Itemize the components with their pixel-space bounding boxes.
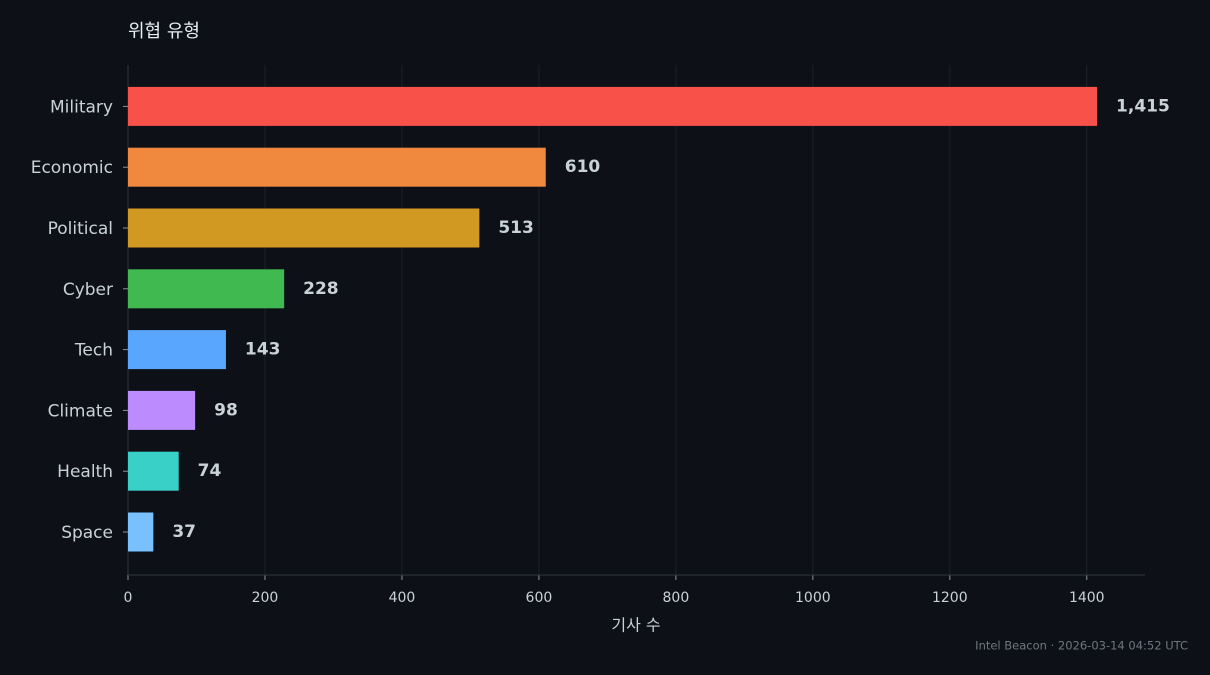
y-tick-label: Political [48, 219, 113, 239]
y-tick-label: Cyber [63, 280, 113, 300]
x-tick-label: 1400 [1069, 590, 1105, 606]
bar [128, 330, 226, 370]
chart-title: 위협 유형 [128, 21, 200, 42]
value-label: 98 [214, 400, 238, 420]
bar [128, 390, 196, 430]
x-axis-label: 기사 수 [611, 616, 660, 635]
bar [128, 208, 480, 248]
bar [128, 451, 179, 491]
footer: Intel Beacon · 2026-03-14 04:52 UTC [975, 639, 1188, 653]
value-label: 610 [565, 157, 601, 177]
y-tick-label: Health [57, 462, 113, 482]
value-label: 1,415 [1116, 96, 1170, 116]
y-tick-label: Space [61, 523, 113, 543]
x-tick-label: 1200 [932, 590, 968, 606]
x-tick-label: 200 [252, 590, 279, 606]
value-label: 143 [245, 340, 281, 360]
y-tick-label: Military [50, 97, 113, 117]
x-tick-label: 600 [526, 590, 553, 606]
y-tick-label: Economic [31, 158, 113, 178]
bar [128, 86, 1098, 126]
y-tick-label: Climate [48, 401, 113, 421]
x-tick-label: 400 [389, 590, 416, 606]
bar [128, 147, 546, 187]
value-label: 74 [198, 461, 222, 481]
y-tick-label: Tech [74, 341, 113, 361]
value-label: 513 [498, 218, 534, 238]
x-tick-label: 800 [663, 590, 690, 606]
x-tick-label: 0 [124, 590, 133, 606]
x-tick-label: 1000 [795, 590, 831, 606]
bar [128, 269, 285, 309]
bar [128, 512, 154, 552]
value-label: 228 [303, 279, 339, 299]
value-label: 37 [172, 522, 196, 542]
